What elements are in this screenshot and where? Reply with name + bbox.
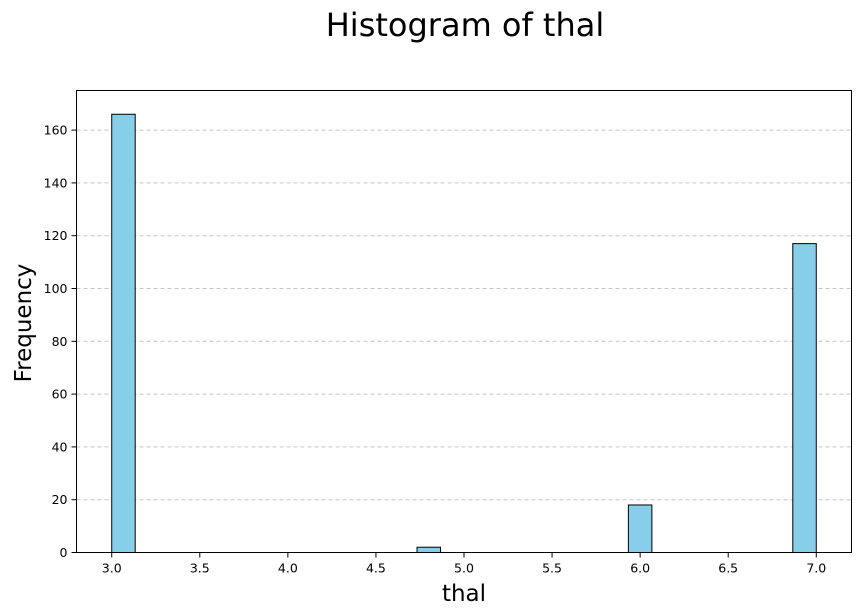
chart-title: Histogram of thal — [326, 6, 605, 44]
y-tick-label: 140 — [44, 175, 68, 190]
x-tick-label: 6.0 — [630, 561, 650, 576]
histogram-bar — [627, 504, 653, 554]
y-tick-label: 100 — [44, 281, 68, 296]
x-tick-label: 6.5 — [718, 561, 738, 576]
x-axis-label: thal — [442, 581, 486, 607]
y-tick-label: 80 — [52, 334, 68, 349]
plot-frame — [76, 90, 852, 553]
y-tick-label: 20 — [52, 492, 68, 507]
y-axis-label: Frequency — [11, 264, 37, 383]
x-tick-label: 4.0 — [278, 561, 298, 576]
histogram-bar — [111, 113, 136, 553]
histogram-bar — [416, 546, 442, 553]
y-tick-label: 60 — [52, 387, 68, 402]
y-grid — [76, 129, 852, 501]
x-axis-ticks: 3.0 3.5 4.0 4.5 5.0 5.5 6.0 6.5 7.0 — [102, 552, 826, 576]
x-tick-label: 4.5 — [366, 561, 386, 576]
x-tick-label: 5.5 — [542, 561, 562, 576]
y-tick-label: 40 — [52, 439, 68, 454]
x-tick-label: 5.0 — [454, 561, 474, 576]
y-tick-label: 160 — [44, 123, 68, 138]
histogram-bar — [792, 243, 817, 553]
y-axis-ticks: 0 20 40 60 80 100 120 140 160 — [44, 123, 77, 560]
x-tick-label: 3.5 — [190, 561, 210, 576]
y-tick-label: 120 — [44, 228, 68, 243]
x-tick-label: 7.0 — [806, 561, 826, 576]
bars — [111, 113, 817, 554]
x-tick-label: 3.0 — [102, 561, 122, 576]
y-tick-label: 0 — [60, 545, 68, 560]
